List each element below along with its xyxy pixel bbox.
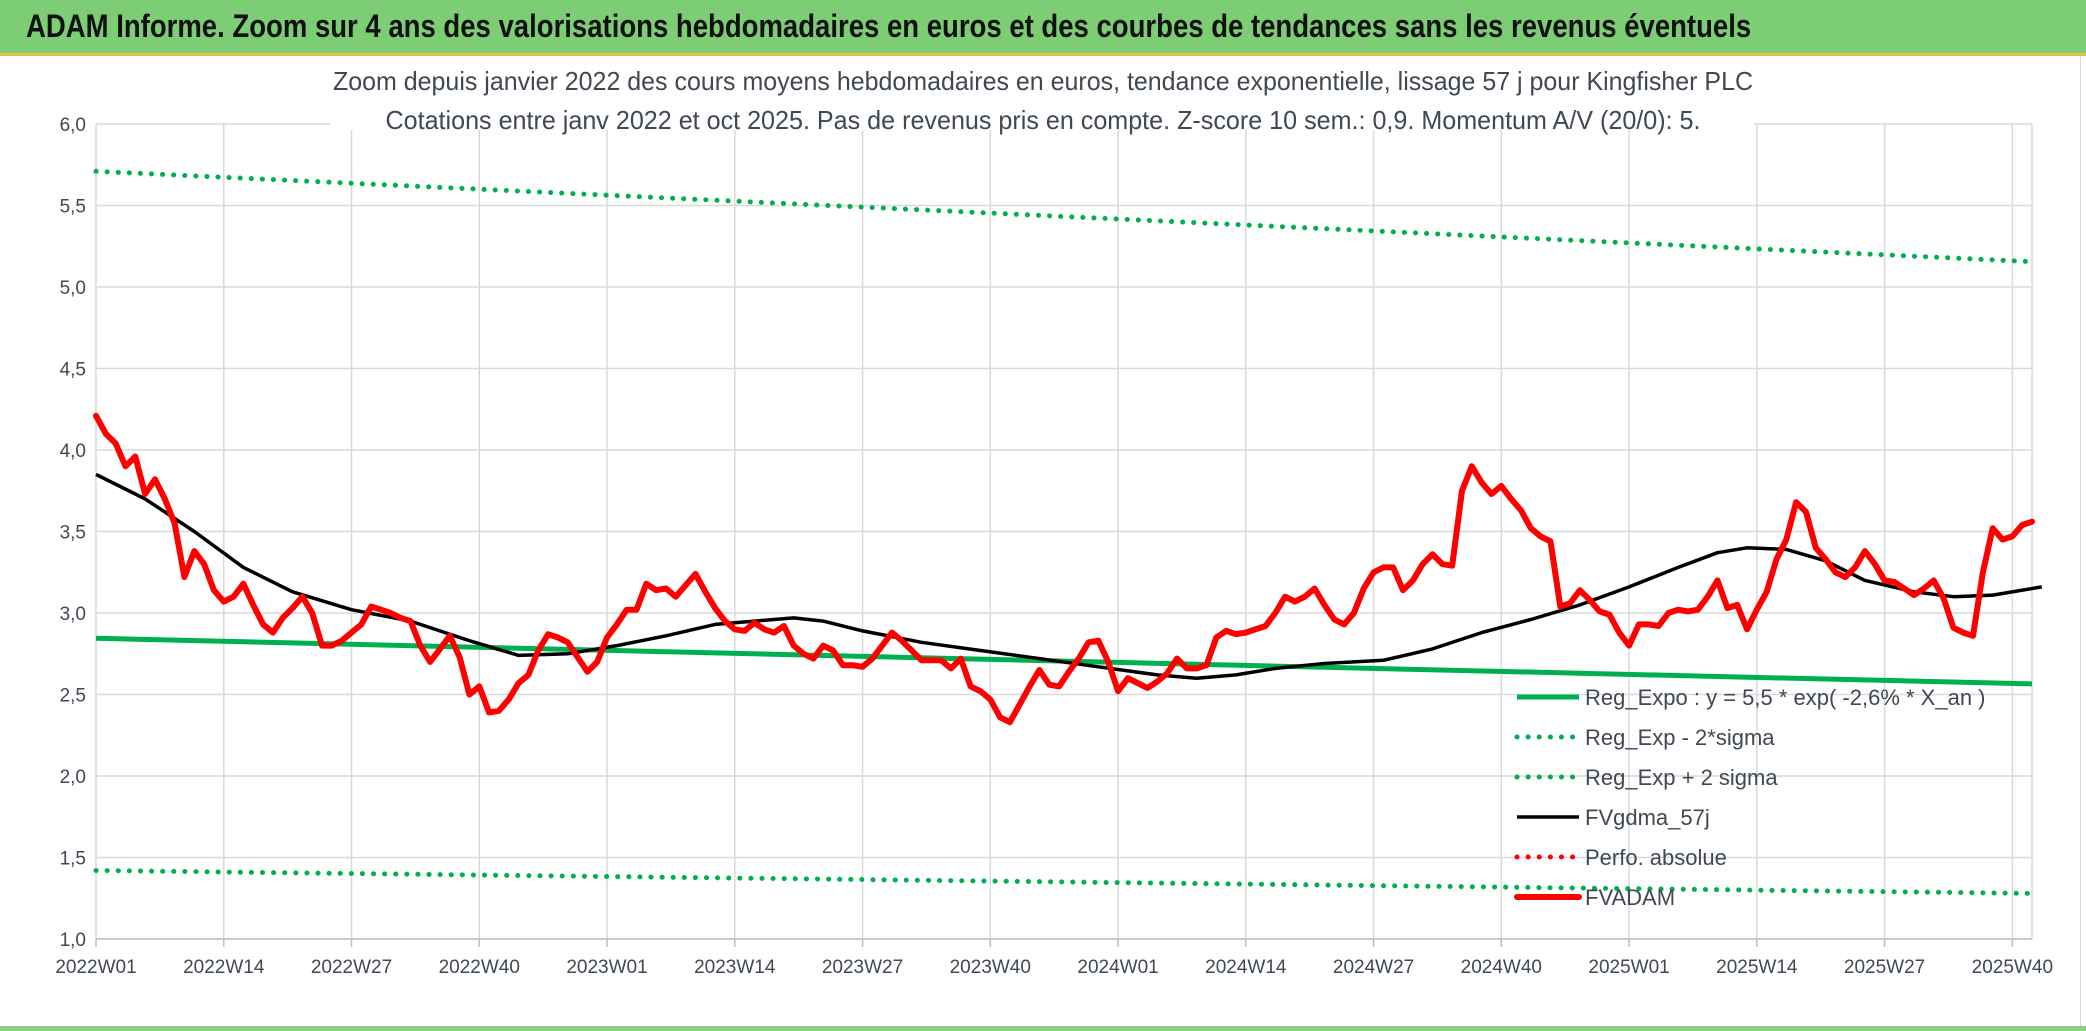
y-tick-label: 2,0 bbox=[60, 767, 86, 788]
legend-label: FVgdma_57j bbox=[1585, 805, 1710, 830]
x-tick-label: 2024W01 bbox=[1077, 957, 1158, 978]
frame-right-edge bbox=[2080, 56, 2086, 1031]
chart-axes: 1,0 1,5 2,0 2,5 3,0 3,5 4,0 4,5 5,0 5,5 6,0 2022W01… bbox=[55, 115, 2053, 978]
x-tick-label: 2024W14 bbox=[1205, 957, 1287, 978]
report-banner: ADAM Informe. Zoom sur 4 ans des valoris… bbox=[0, 0, 2086, 56]
y-tick-label: 5,0 bbox=[60, 278, 86, 299]
legend-label: FVADAM bbox=[1585, 885, 1675, 910]
x-tick-label: 2022W27 bbox=[311, 957, 392, 978]
upper-band-line bbox=[93, 168, 2035, 265]
chart-titles: Zoom depuis janvier 2022 des cours moyen… bbox=[330, 62, 1754, 135]
y-tick-label: 3,0 bbox=[60, 604, 86, 625]
y-tick-label: 3,5 bbox=[60, 523, 86, 544]
price-trend-chart: 1,0 1,5 2,0 2,5 3,0 3,5 4,0 4,5 5,0 5,5 6,0 2022W01… bbox=[55, 62, 2053, 978]
x-tick-label: 2025W14 bbox=[1716, 957, 1798, 978]
x-tick-label: 2025W27 bbox=[1844, 957, 1925, 978]
price-line bbox=[93, 412, 2035, 726]
lower-band-line bbox=[93, 868, 2035, 896]
legend-label: Perfo. absolue bbox=[1585, 845, 1727, 870]
chart-gridlines bbox=[95, 123, 2033, 940]
y-tick-label: 2,5 bbox=[60, 686, 86, 707]
moving-average-line bbox=[95, 472, 2043, 680]
y-tick-label: 1,0 bbox=[60, 930, 86, 951]
legend-label: Reg_Exp + 2 sigma bbox=[1585, 765, 1778, 790]
chart-series bbox=[93, 168, 2043, 896]
chart-subtitle: Cotations entre janv 2022 et oct 2025. P… bbox=[386, 105, 1701, 135]
chart-title: Zoom depuis janvier 2022 des cours moyen… bbox=[333, 66, 1753, 96]
x-tick-label: 2025W01 bbox=[1588, 957, 1669, 978]
y-tick-label: 5,5 bbox=[60, 197, 86, 218]
legend-label: Reg_Expo : y = 5,5 * exp( -2,6% * X_an ) bbox=[1585, 685, 1986, 710]
x-tick-label: 2022W14 bbox=[183, 957, 265, 978]
x-tick-label: 2025W40 bbox=[1972, 957, 2053, 978]
y-tick-label: 4,5 bbox=[60, 360, 86, 381]
y-tick-label: 1,5 bbox=[60, 849, 86, 870]
x-tick-label: 2023W01 bbox=[566, 957, 647, 978]
legend-label: Reg_Exp - 2*sigma bbox=[1585, 725, 1775, 750]
x-tick-label: 2022W01 bbox=[55, 957, 136, 978]
x-tick-label: 2024W27 bbox=[1333, 957, 1414, 978]
x-tick-label: 2023W14 bbox=[694, 957, 776, 978]
x-tick-label: 2023W40 bbox=[950, 957, 1031, 978]
x-tick-label: 2024W40 bbox=[1461, 957, 1542, 978]
frame-bottom-edge bbox=[0, 1026, 2086, 1031]
chart-legend: Reg_Expo : y = 5,5 * exp( -2,6% * X_an )… bbox=[1514, 685, 1986, 910]
report-banner-title: ADAM Informe. Zoom sur 4 ans des valoris… bbox=[26, 8, 1752, 44]
y-tick-label: 4,0 bbox=[60, 441, 86, 462]
y-tick-label: 6,0 bbox=[60, 115, 86, 136]
x-tick-label: 2022W40 bbox=[439, 957, 520, 978]
x-tick-label: 2023W27 bbox=[822, 957, 903, 978]
